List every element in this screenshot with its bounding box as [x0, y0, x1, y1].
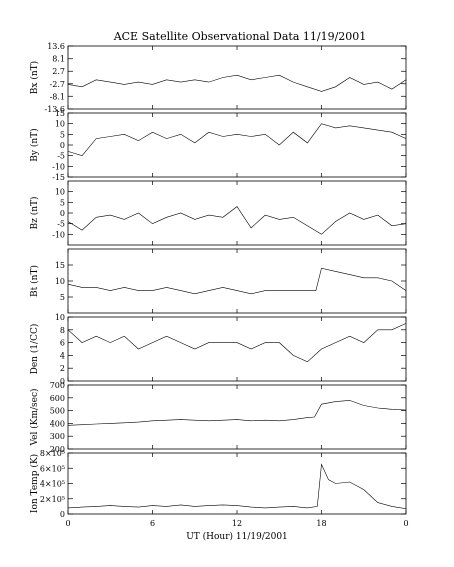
y-tick-label: 15 — [55, 261, 65, 270]
y-axis-label: By (nT) — [29, 128, 40, 161]
y-tick-label: 300 — [50, 432, 65, 441]
series-line — [67, 267, 407, 295]
y-tick-label: -5 — [57, 220, 65, 229]
y-tick-label: 2.7 — [52, 67, 65, 76]
x-tick-label: 12 — [232, 519, 242, 528]
series-line — [67, 323, 407, 363]
x-tick-label: 18 — [316, 519, 326, 528]
series-line — [67, 206, 407, 235]
y-tick-label: 6×10⁵ — [40, 464, 65, 473]
panel-frame — [67, 384, 407, 450]
y-tick-label: 6 — [60, 339, 65, 348]
x-tick-labels: 0 6 12 18 0 — [65, 519, 408, 528]
series-line — [67, 463, 407, 509]
panel-frame — [67, 45, 407, 110]
panel-4: 15 10 5 Bt (nT) — [29, 248, 407, 314]
y-tick-label: -5 — [57, 152, 65, 161]
y-tick-label: 5 — [60, 293, 65, 302]
panel-frame — [67, 248, 407, 314]
y-tick-label: 400 — [50, 419, 65, 428]
x-tick-label: 0 — [403, 519, 408, 528]
series-line — [67, 74, 407, 92]
panel-frame — [67, 180, 407, 246]
y-tick-label: 5 — [60, 130, 65, 139]
y-tick-label: 13.6 — [47, 42, 65, 51]
y-tick-label: 200 — [50, 445, 65, 454]
y-tick-label: 5 — [60, 198, 65, 207]
y-tick-label: -13.6 — [44, 105, 65, 114]
y-tick-label: 700 — [50, 381, 65, 390]
y-tick-label: -10 — [52, 162, 65, 171]
y-axis-label: Vel (Km/sec) — [29, 388, 40, 446]
y-tick-label: 500 — [50, 407, 65, 416]
y-axis-label: Ion Temp (K) — [29, 454, 40, 513]
panel-frame — [67, 452, 407, 515]
y-tick-label: -8.1 — [50, 92, 65, 101]
y-tick-label: 2×10⁵ — [40, 495, 65, 504]
y-tick-label: 4×10⁵ — [40, 480, 65, 489]
y-tick-label: 10 — [55, 277, 65, 286]
y-tick-label: 2 — [60, 364, 65, 373]
y-tick-label: 10 — [55, 188, 65, 197]
x-tick-label: 0 — [65, 519, 70, 528]
panel-6: 700 600 500 400 300 200 Vel (Km/sec) — [29, 381, 407, 454]
panel-1: 13.6 8.1 2.7 -2.7 -8.1 -13.6 Bx (nT) — [29, 42, 407, 114]
panel-frame — [67, 112, 407, 178]
panel-7: 8×10⁵ 6×10⁵ 4×10⁵ 2×10⁵ 0 Ion Temp (K) — [29, 449, 407, 519]
panel-2: 15 105 0 -5-10 -15 By (nT) — [29, 109, 407, 182]
y-axis-label: Bt (nT) — [29, 265, 40, 297]
y-tick-label: 600 — [50, 394, 65, 403]
y-tick-label: 8 — [60, 326, 65, 335]
y-tick-label: -10 — [52, 230, 65, 239]
series-line — [67, 400, 407, 426]
y-axis-label: Den (1/CC) — [29, 324, 40, 375]
y-tick-label: 10 — [55, 120, 65, 129]
y-tick-label: 0 — [60, 141, 65, 150]
y-axis-label: Bz (nT) — [29, 196, 40, 229]
y-tick-label: 0 — [60, 209, 65, 218]
y-axis-label: Bx (nT) — [29, 61, 40, 94]
panels-group: 13.68.12.7-2.7-8.1-13.6Bx (nT)151050-5-1… — [29, 42, 407, 519]
y-tick-label: 4 — [60, 351, 65, 360]
y-tick-label: 10 — [55, 313, 65, 322]
y-tick-label: 0 — [60, 510, 65, 519]
y-tick-label: -2.7 — [50, 80, 65, 89]
y-tick-label: 8.1 — [52, 55, 65, 64]
chart-title: ACE Satellite Observational Data 11/19/2… — [113, 30, 367, 43]
y-tick-label: -15 — [52, 173, 65, 182]
panel-frame — [67, 316, 407, 382]
x-axis-label: UT (Hour) 11/19/2001 — [186, 531, 288, 542]
y-tick-label: 15 — [55, 109, 65, 118]
panel-5: 10 8 6 4 2 0 Den (1/CC) — [29, 313, 407, 386]
y-tick-label: 0 — [60, 377, 65, 386]
series-line — [67, 123, 407, 157]
panel-3: 105 0 -5-10 Bz (nT) — [29, 180, 407, 246]
x-tick-label: 6 — [150, 519, 155, 528]
y-tick-label: 8×10⁵ — [40, 449, 65, 458]
